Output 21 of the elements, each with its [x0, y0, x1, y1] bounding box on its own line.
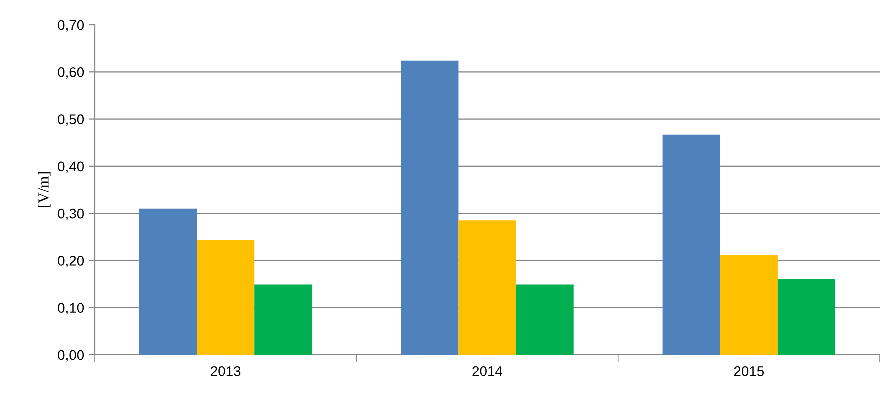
- bar: [662, 134, 720, 355]
- y-axis-title: [V/m]: [38, 172, 51, 208]
- bar: [516, 284, 574, 355]
- bar: [778, 279, 836, 355]
- y-tick-label: 0,50: [58, 114, 84, 126]
- bar: [197, 240, 255, 355]
- y-tick-label: 0,10: [58, 303, 84, 315]
- y-tick-label: 0,40: [58, 162, 84, 174]
- bar: [254, 284, 312, 355]
- x-tick-label: 2015: [734, 366, 764, 376]
- y-tick-label: 0,70: [58, 20, 84, 32]
- x-tick-label: 2013: [211, 366, 241, 376]
- y-tick-label: 0,60: [58, 67, 84, 79]
- bar: [139, 208, 198, 355]
- bar: [458, 220, 516, 355]
- y-tick-label: 0,20: [58, 256, 84, 268]
- y-tick-label: 0,30: [58, 208, 84, 220]
- bar: [401, 60, 459, 355]
- bar: [720, 255, 778, 355]
- y-tick-label: 0,00: [58, 350, 84, 362]
- x-tick-label: 2014: [472, 366, 503, 376]
